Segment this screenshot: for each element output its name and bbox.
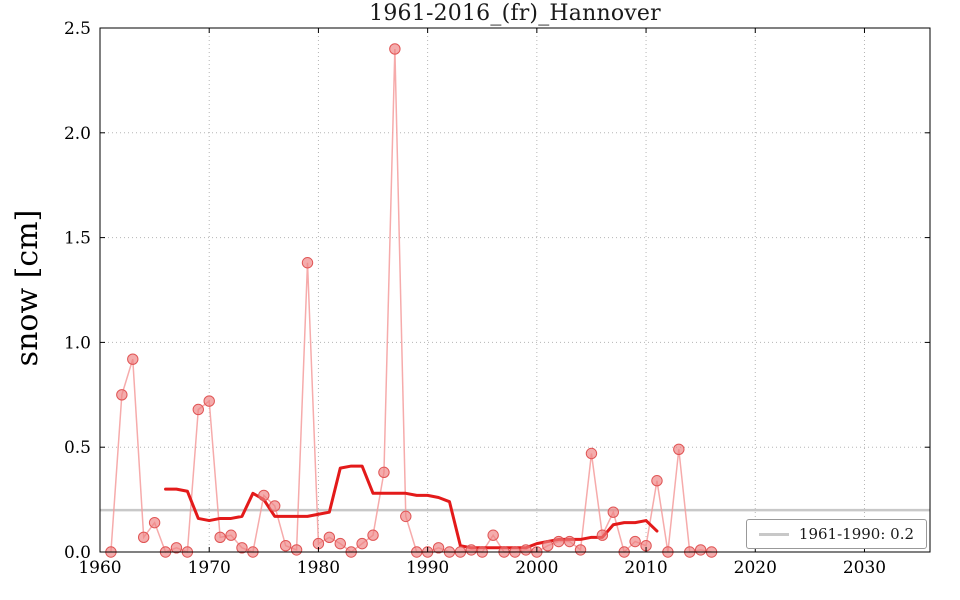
- annual-marker: [127, 353, 139, 365]
- annual-marker: [542, 540, 554, 552]
- annual-marker: [400, 510, 412, 523]
- annual-marker: [214, 531, 226, 544]
- annual-marker: [137, 531, 150, 544]
- running-mean-line: [164, 464, 659, 550]
- annual-marker: [574, 544, 587, 556]
- x-tick-label: 1960: [78, 558, 121, 578]
- annual-marker: [487, 529, 499, 541]
- annual-marker: [323, 531, 336, 544]
- annual-marker: [378, 466, 390, 479]
- annual-marker: [607, 506, 619, 518]
- legend: 1961-1990: 0.2: [745, 519, 927, 549]
- annual-marker: [563, 535, 576, 548]
- annual-marker: [432, 542, 445, 554]
- x-tick-label: 2000: [515, 558, 558, 578]
- x-tick-label: 2020: [734, 558, 777, 578]
- y-tick-label: 0.0: [64, 543, 91, 563]
- annual-marker: [279, 540, 292, 552]
- annual-marker: [116, 389, 128, 401]
- annual-series-line: [110, 48, 712, 554]
- chart-title: 1961-2016_(fr)_Hannover: [369, 1, 661, 26]
- annual-marker: [192, 403, 204, 416]
- y-tick-label: 0.5: [64, 438, 91, 458]
- legend-label: 1961-1990: 0.2: [798, 525, 914, 543]
- annual-marker: [203, 395, 215, 407]
- legend-line-sample: [758, 532, 789, 536]
- annual-marker: [148, 516, 161, 529]
- annual-marker: [334, 537, 346, 550]
- annual-marker: [694, 544, 707, 556]
- x-tick-label: 2030: [843, 558, 886, 578]
- annual-marker: [236, 542, 248, 554]
- annual-marker: [356, 537, 368, 550]
- annual-marker: [552, 535, 565, 548]
- x-tick-label: 2010: [624, 558, 667, 578]
- annual-marker: [258, 489, 270, 502]
- annual-marker: [629, 535, 641, 548]
- y-tick-label: 1.5: [64, 229, 91, 249]
- annual-marker: [301, 257, 314, 269]
- y-axis-label: snow [cm]: [10, 209, 45, 367]
- y-tick-label: 2.5: [64, 19, 91, 39]
- annual-marker: [269, 500, 281, 512]
- x-tick-label: 1980: [297, 558, 340, 578]
- annual-marker: [465, 544, 478, 556]
- annual-marker: [367, 529, 379, 541]
- x-tick-label: 1970: [188, 558, 231, 578]
- annual-marker: [520, 544, 532, 556]
- annual-marker: [170, 542, 183, 554]
- annual-marker: [651, 475, 663, 487]
- annual-marker: [389, 43, 401, 55]
- x-tick-label: 1990: [406, 558, 449, 578]
- annual-marker: [585, 447, 598, 460]
- annual-marker: [673, 443, 685, 455]
- annual-marker: [225, 529, 237, 541]
- y-tick-label: 1.0: [64, 333, 91, 353]
- annual-marker: [290, 544, 303, 556]
- y-tick-label: 2.0: [64, 124, 91, 144]
- plot-border: [99, 27, 931, 553]
- annual-marker: [596, 529, 609, 541]
